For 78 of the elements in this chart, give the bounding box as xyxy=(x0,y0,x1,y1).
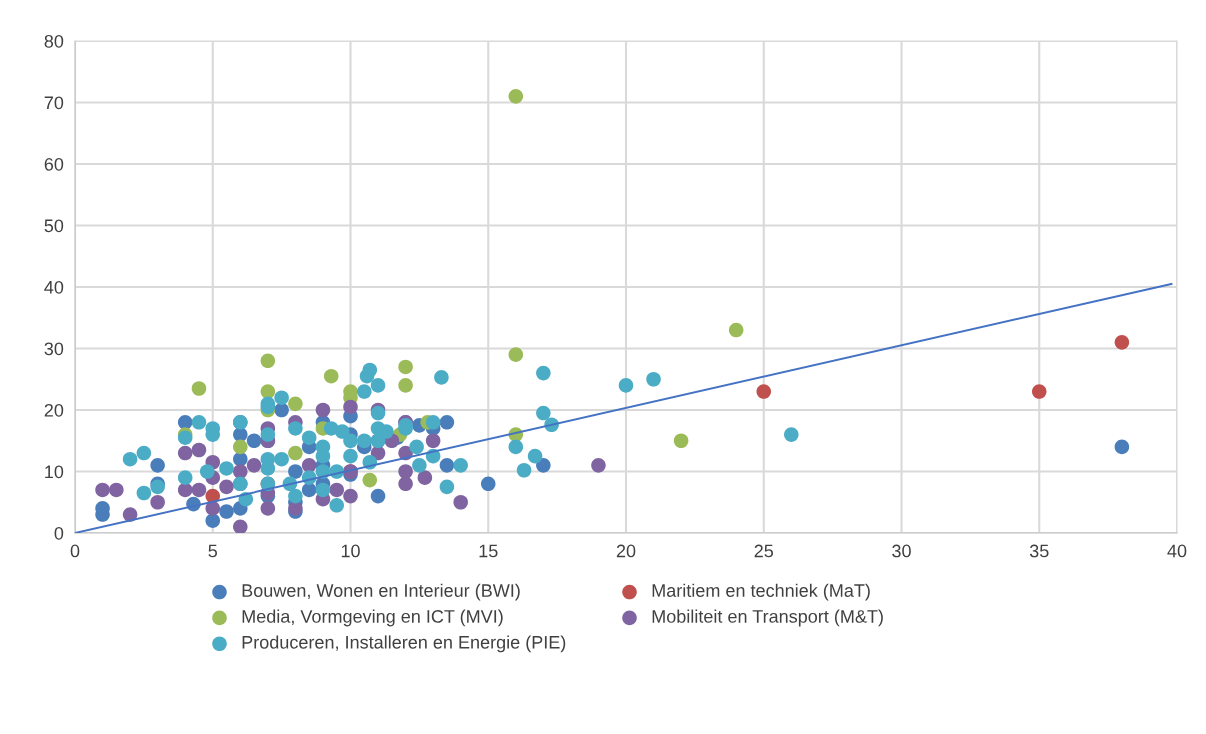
point xyxy=(508,347,524,362)
point xyxy=(233,439,248,455)
point xyxy=(260,384,276,399)
x-tick-label: 0 xyxy=(70,544,80,558)
point xyxy=(728,322,744,338)
point xyxy=(425,433,441,449)
point xyxy=(301,482,317,498)
point xyxy=(536,458,551,473)
legend-label: Maritiem en techniek (MaT) xyxy=(652,583,870,601)
y-tick-label: 40 xyxy=(44,280,64,294)
legend-label: Mobiliteit en Transport (M&T) xyxy=(652,609,883,627)
point xyxy=(177,415,193,430)
legend-label: Media, Vormgeving en ICT (MVI) xyxy=(242,609,503,627)
point xyxy=(1114,439,1130,455)
point xyxy=(398,476,413,492)
point xyxy=(233,519,248,533)
x-tick-label: 25 xyxy=(754,544,774,558)
point xyxy=(370,488,386,504)
point xyxy=(453,494,468,510)
x-tick-label: 20 xyxy=(616,544,636,558)
point xyxy=(150,458,165,473)
point xyxy=(260,501,276,516)
legend-label: Produceren, Installeren en Energie (PIE) xyxy=(242,635,566,653)
point xyxy=(439,458,455,473)
point xyxy=(323,368,339,384)
point xyxy=(343,488,358,504)
point xyxy=(439,415,455,430)
point xyxy=(362,472,378,488)
point xyxy=(673,433,689,449)
point xyxy=(288,464,303,479)
point xyxy=(191,381,207,396)
point xyxy=(95,482,110,498)
point xyxy=(177,445,193,461)
y-tick-label: 50 xyxy=(44,219,64,233)
y-tick-label: 10 xyxy=(45,465,64,479)
point xyxy=(288,445,303,461)
point xyxy=(398,378,413,393)
point xyxy=(246,458,262,473)
point xyxy=(191,482,207,498)
point xyxy=(1114,335,1130,350)
x-tick-label: 15 xyxy=(479,544,498,558)
point xyxy=(233,464,248,479)
x-tick-label: 35 xyxy=(1029,544,1049,558)
x-tick-label: 40 xyxy=(1167,544,1187,558)
x-tick-label: 30 xyxy=(892,544,911,558)
x-tick-label: 5 xyxy=(208,544,218,558)
point xyxy=(417,470,433,485)
point xyxy=(219,479,234,495)
point xyxy=(398,464,413,479)
point xyxy=(591,458,606,473)
point xyxy=(301,458,317,473)
legend-label: Bouwen, Wonen en Interieur (BWI) xyxy=(242,583,520,601)
point xyxy=(191,442,207,458)
point xyxy=(246,433,262,449)
x-tick-label: 10 xyxy=(341,544,360,558)
point xyxy=(508,89,524,104)
y-tick-label: 30 xyxy=(44,342,64,356)
point xyxy=(398,359,413,375)
point xyxy=(1031,384,1047,399)
point xyxy=(150,494,165,510)
y-tick-label: 0 xyxy=(54,526,64,540)
point xyxy=(329,482,345,498)
point xyxy=(205,513,221,528)
y-tick-label: 20 xyxy=(44,403,64,417)
point xyxy=(274,402,289,418)
y-tick-label: 80 xyxy=(44,34,64,48)
point xyxy=(343,399,358,415)
point xyxy=(288,396,303,412)
point xyxy=(315,402,331,418)
point xyxy=(205,501,221,516)
point xyxy=(109,482,124,498)
y-tick-label: 70 xyxy=(44,96,64,110)
point xyxy=(219,504,234,519)
point xyxy=(756,384,772,399)
point xyxy=(177,482,193,498)
y-tick-label: 60 xyxy=(44,157,64,171)
point xyxy=(260,353,276,369)
point xyxy=(480,476,496,492)
